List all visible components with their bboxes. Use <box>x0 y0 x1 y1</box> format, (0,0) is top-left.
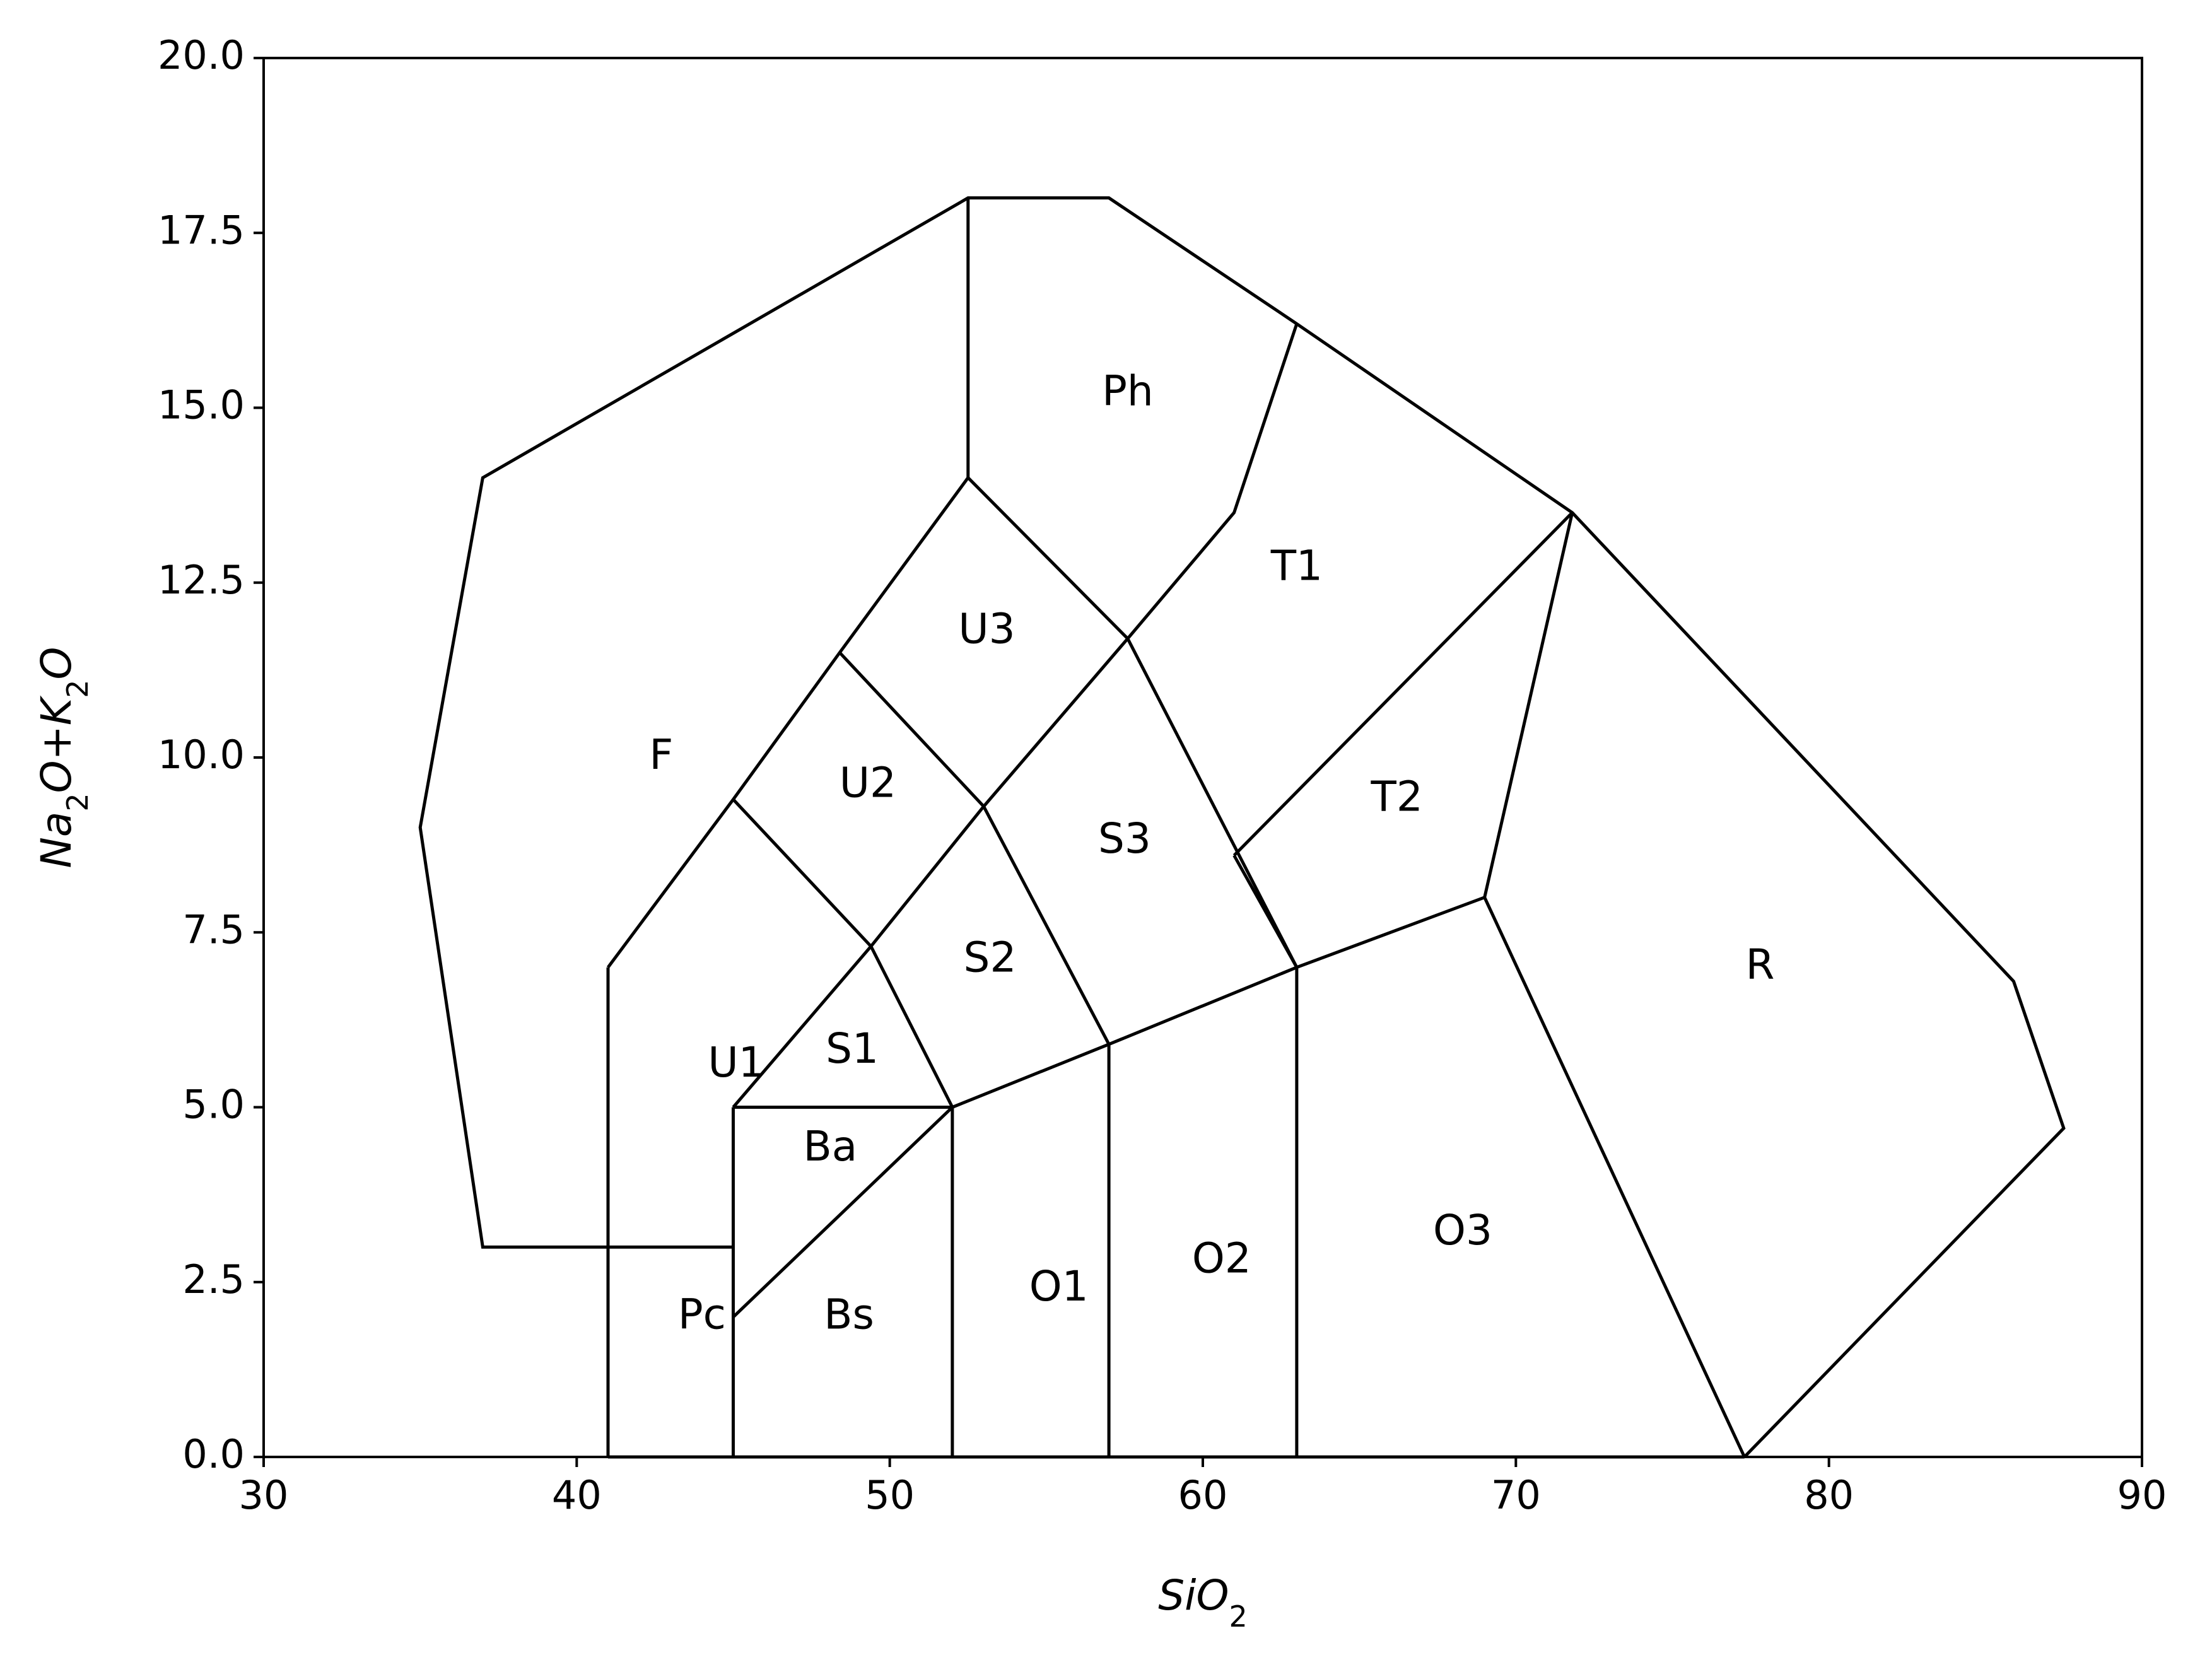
boundary-u2-s2 <box>838 651 1111 1045</box>
region-label-pc: Pc <box>678 1290 726 1338</box>
boundary-u1-u2-u3-left <box>606 476 969 969</box>
boundary-t1-lower <box>1232 855 1299 968</box>
boundary-u3-s3 <box>967 476 1299 968</box>
boundary-s-diagonal <box>732 323 1299 1109</box>
region-label-t2: T2 <box>1371 773 1423 821</box>
boundary-r-left <box>1483 512 1746 1458</box>
y-tick-label: 12.5 <box>158 557 245 603</box>
region-label-o2: O2 <box>1192 1234 1251 1283</box>
boundary-t2-upper <box>1232 512 1574 857</box>
x-axis-label: SiO2 <box>1158 1571 1247 1634</box>
y-tick-label: 17.5 <box>158 207 245 253</box>
region-label-s1: S1 <box>826 1024 879 1073</box>
y-tick-label: 10.0 <box>158 732 245 778</box>
boundary-outer-upper <box>418 196 2066 1458</box>
region-label-ph: Ph <box>1102 366 1154 415</box>
region-labels: Ph T1 U3 F U2 S3 T2 S2 R S1 U1 Ba O3 O2 O1 Pc Bs <box>649 366 1774 1338</box>
y-axis-label: Na2O+K2O <box>32 647 95 868</box>
region-label-ba: Ba <box>804 1122 858 1171</box>
y-tick-label: 20.0 <box>158 32 245 78</box>
region-label-t1: T1 <box>1270 542 1323 590</box>
x-tick-label: 40 <box>552 1472 602 1518</box>
boundary-bs-diag <box>732 1106 954 1319</box>
x-tick-label: 50 <box>865 1472 915 1518</box>
y-axis: 0.0 2.5 5.0 7.5 10.0 12.5 15.0 17.5 20.0 <box>158 32 264 1477</box>
region-label-r: R <box>1746 940 1775 989</box>
x-tick-label: 90 <box>2117 1472 2167 1518</box>
y-tick-label: 5.0 <box>182 1082 245 1128</box>
region-label-f: F <box>649 730 673 779</box>
region-label-bs: Bs <box>824 1290 874 1338</box>
x-tick-label: 70 <box>1491 1472 1541 1518</box>
y-tick-label: 7.5 <box>182 906 245 952</box>
region-label-u1: U1 <box>708 1038 764 1087</box>
region-label-u3: U3 <box>958 604 1015 653</box>
region-label-o1: O1 <box>1029 1262 1089 1311</box>
region-label-u2: U2 <box>840 758 896 807</box>
x-tick-label: 30 <box>239 1472 289 1518</box>
x-tick-label: 80 <box>1804 1472 1854 1518</box>
y-tick-label: 15.0 <box>158 382 245 428</box>
region-boundaries <box>418 196 2066 1459</box>
region-label-s2: S2 <box>964 933 1017 982</box>
region-label-s3: S3 <box>1098 814 1151 863</box>
boundary-dacite-line <box>951 896 1485 1109</box>
x-tick-label: 60 <box>1178 1472 1228 1518</box>
y-tick-label: 0.0 <box>182 1431 245 1477</box>
x-axis: 30 40 50 60 70 80 90 <box>239 1457 2167 1518</box>
region-label-o3: O3 <box>1433 1206 1492 1254</box>
y-tick-label: 2.5 <box>182 1256 245 1302</box>
